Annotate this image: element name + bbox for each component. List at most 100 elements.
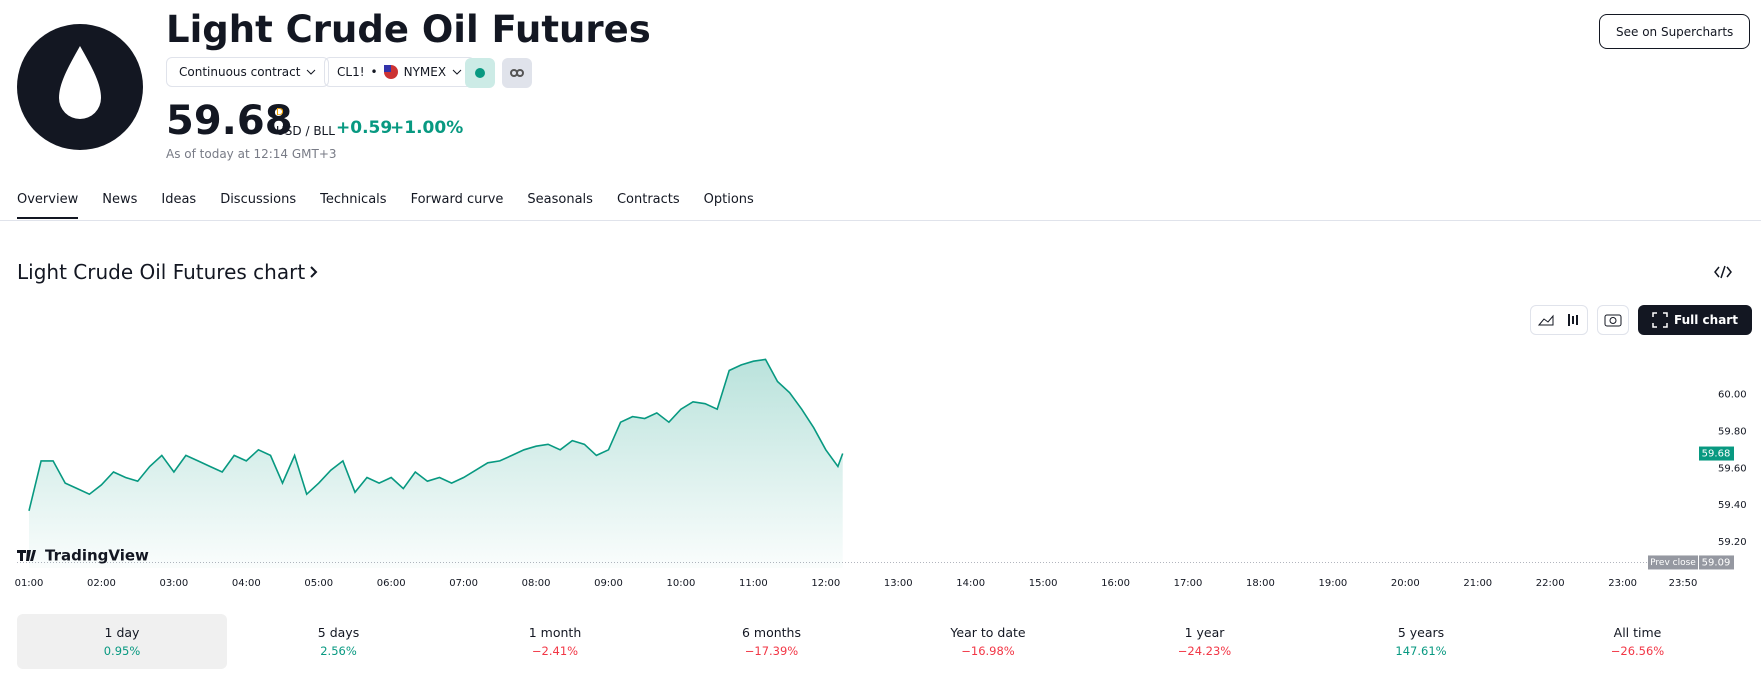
- y-tick-label: 59.80: [1718, 426, 1747, 437]
- period[interactable]: 5 days 2.56%: [234, 614, 444, 669]
- watermark: TradingView: [45, 547, 149, 565]
- currency: USD / BLL: [276, 124, 335, 138]
- chevron: [452, 69, 462, 75]
- symbol: CL1!: [337, 65, 365, 79]
- x-tick-label: 12:00: [811, 578, 840, 589]
- x-tick-label: 13:00: [884, 578, 913, 589]
- line: [28, 358, 844, 511]
- chart-heading[interactable]: Light Crude Oil Futures chart: [17, 260, 319, 284]
- price-flag: D: [276, 107, 284, 118]
- x-tick-label: 23:00: [1608, 578, 1637, 589]
- x-tick-label: 17:00: [1174, 578, 1203, 589]
- period-change: −2.41%: [531, 644, 579, 658]
- period-label: Year to date: [950, 625, 1026, 640]
- logo: [17, 24, 143, 150]
- contract-button[interactable]: Continuous contract: [166, 57, 330, 87]
- chart: 59.20 59.40 59.60 59.80 60.00 01:00 02:00 03:00…: [15, 358, 1747, 589]
- y-tick-label: 59.20: [1718, 537, 1747, 548]
- period[interactable]: All time −26.56%: [1533, 614, 1743, 669]
- embed-icon[interactable]: [1714, 264, 1732, 280]
- chart-heading-text: Light Crude Oil Futures chart: [17, 260, 306, 284]
- period-label: 1 day: [104, 625, 140, 640]
- period-label: 5 years: [1397, 625, 1445, 640]
- period-change: −24.23%: [1177, 644, 1232, 658]
- symbol-button[interactable]: CL1! • NYMEX: [324, 57, 476, 87]
- x-tick-label: 16:00: [1101, 578, 1130, 589]
- x-tick-label: 20:00: [1391, 578, 1420, 589]
- x-tick-label: 04:00: [232, 578, 261, 589]
- period-change: −26.56%: [1610, 644, 1665, 658]
- separator: [0, 220, 1761, 221]
- tab[interactable]: Forward curve: [410, 192, 504, 207]
- prev-close-value-box: [1699, 555, 1734, 570]
- link-badge[interactable]: [502, 58, 532, 88]
- last-price-box: [1699, 446, 1734, 461]
- expand-icon: [1652, 312, 1668, 328]
- tab[interactable]: Options: [703, 192, 754, 207]
- contract-label: Continuous contract: [179, 65, 301, 79]
- tab[interactable]: Contracts: [616, 192, 680, 207]
- x-tick-label: 06:00: [377, 578, 406, 589]
- period-label: All time: [1613, 625, 1662, 640]
- y-tick-label: 59.60: [1718, 463, 1747, 474]
- x-tick-label: 15:00: [1029, 578, 1058, 589]
- title: Light Crude Oil Futures: [166, 8, 651, 51]
- x-tick-label: 11:00: [739, 578, 768, 589]
- period[interactable]: Year to date −16.98%: [883, 614, 1093, 669]
- x-tick-label: 01:00: [15, 578, 44, 589]
- period-change: 0.95%: [103, 644, 141, 658]
- period-change: 147.61%: [1395, 644, 1447, 658]
- tab[interactable]: Seasonals: [527, 192, 593, 207]
- period[interactable]: 5 years 147.61%: [1316, 614, 1526, 669]
- period[interactable]: 6 months −17.39%: [667, 614, 877, 669]
- x-tick-label: 07:00: [449, 578, 478, 589]
- chevron: [310, 266, 318, 278]
- x-tick-label: 09:00: [594, 578, 623, 589]
- supercharts-button[interactable]: See on Supercharts: [1599, 14, 1751, 49]
- full-chart-label: Full chart: [1674, 313, 1738, 327]
- exchange: NYMEX: [403, 65, 447, 79]
- tabs: Overview News Ideas Discussions Technicals Fo…: [17, 192, 754, 219]
- period[interactable]: 1 day 0.95%: [17, 614, 227, 669]
- period-label: 1 month: [528, 625, 582, 640]
- tab[interactable]: Discussions: [220, 192, 297, 207]
- change-percent: +1.00%: [390, 118, 464, 138]
- area: [29, 359, 843, 568]
- prev-close-box: [1648, 555, 1698, 570]
- x-tick-label: 08:00: [522, 578, 551, 589]
- period-change: −16.98%: [961, 644, 1015, 658]
- period-label: 6 months: [741, 625, 801, 640]
- prev-close-value: 59.09: [1702, 557, 1731, 568]
- timestamp: As of today at 12:14 GMT+3: [166, 147, 337, 161]
- y-tick-label: 59.40: [1718, 500, 1747, 511]
- full-chart-button[interactable]: Full chart: [1638, 305, 1752, 335]
- x-tick-label: 21:00: [1463, 578, 1492, 589]
- period[interactable]: 1 month −2.41%: [450, 614, 660, 669]
- tab[interactable]: Overview: [17, 192, 79, 219]
- tab[interactable]: Ideas: [161, 192, 197, 207]
- status-badge[interactable]: [465, 58, 495, 88]
- x-tick-label: 19:00: [1318, 578, 1347, 589]
- prev-close-label: Prev close: [1650, 558, 1696, 568]
- period-label: 1 year: [1184, 625, 1225, 640]
- x-tick-label: 02:00: [87, 578, 116, 589]
- chart-style-toggle[interactable]: [1530, 305, 1588, 335]
- tab[interactable]: Technicals: [320, 192, 387, 207]
- tab[interactable]: News: [102, 192, 138, 207]
- flag: [383, 65, 398, 79]
- x-tick-label: 03:00: [159, 578, 188, 589]
- period-change: 2.56%: [320, 644, 357, 658]
- snapshot-button[interactable]: [1597, 305, 1629, 335]
- change: +0.59: [336, 118, 393, 138]
- x-tick-label: 14:00: [956, 578, 985, 589]
- period-change: −17.39%: [744, 644, 799, 658]
- last-price-label: 59.68: [1702, 449, 1731, 460]
- x-tick-label: 22:00: [1536, 578, 1565, 589]
- period[interactable]: 1 year −24.23%: [1100, 614, 1310, 669]
- y-tick-label: 60.00: [1718, 389, 1747, 400]
- x-tick-label: 05:00: [304, 578, 333, 589]
- x-tick-label: 23:50: [1669, 578, 1698, 589]
- price: 59.68: [166, 98, 293, 144]
- watermark-logo: [17, 550, 36, 561]
